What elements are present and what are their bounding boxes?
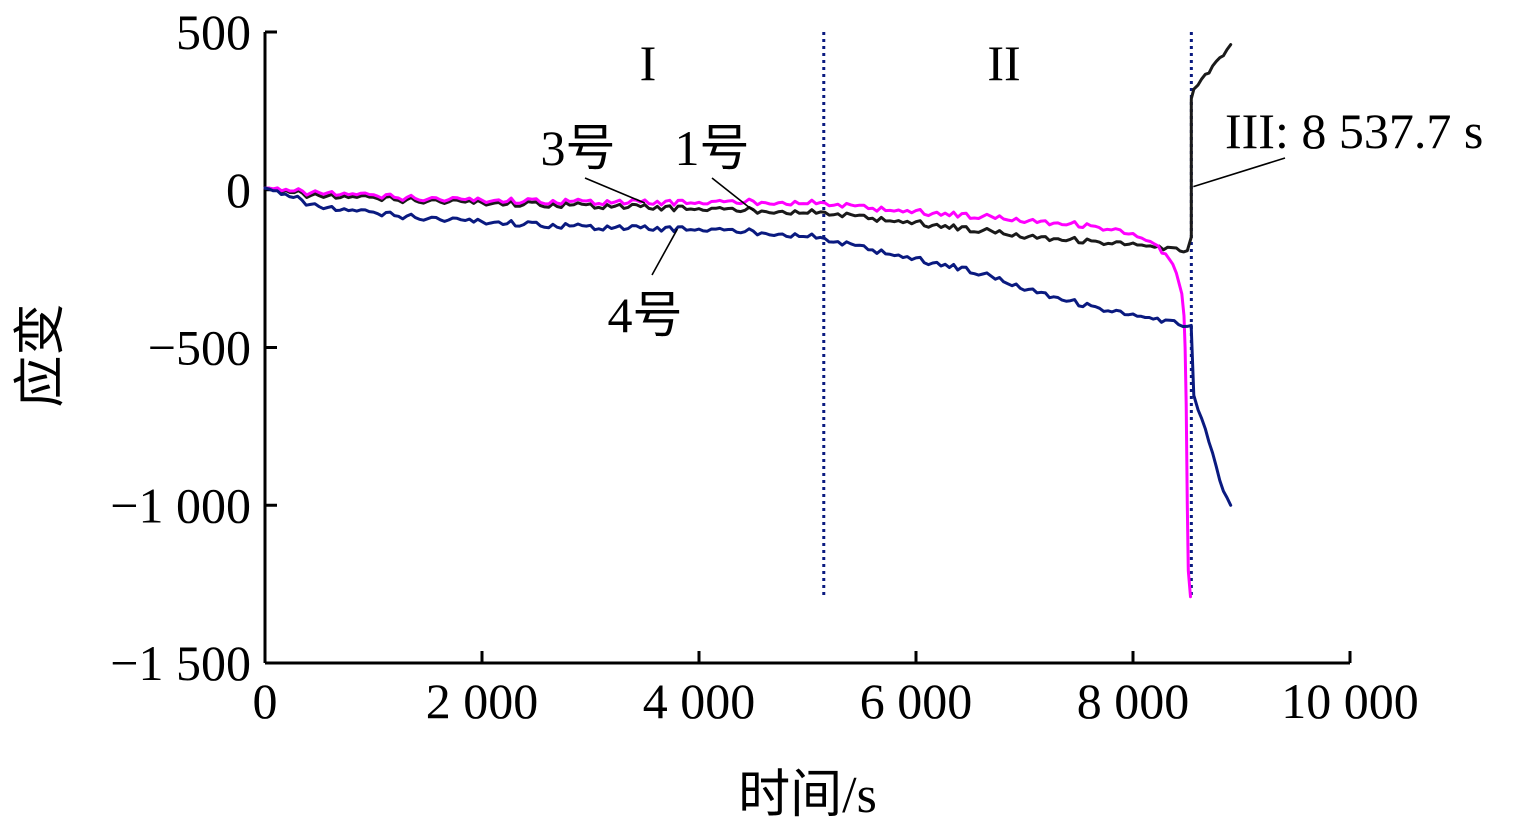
leader-line-1 [711, 177, 754, 212]
series-label-3: 3号 [541, 120, 616, 176]
x-tick-label: 6 000 [860, 673, 973, 729]
series-label-1: 1号 [675, 120, 750, 176]
x-axis-title: 时间/s [738, 767, 877, 824]
x-tick-label: 2 000 [426, 673, 539, 729]
x-tick-label: 4 000 [643, 673, 756, 729]
y-tick-label: −1 000 [110, 477, 251, 533]
x-tick-label: 0 [253, 673, 278, 729]
line-series_4 [263, 186, 1233, 507]
phase-label: I [640, 35, 657, 91]
series-label-4: 4号 [608, 287, 683, 343]
leader-line-III [1193, 157, 1286, 188]
y-tick-label: −1 500 [110, 635, 251, 691]
phase-label: II [987, 35, 1020, 91]
x-tick-label: 8 000 [1077, 673, 1190, 729]
y-axis-title: 应变 [13, 303, 70, 407]
line-series_3 [263, 186, 1192, 599]
y-tick-label: 500 [176, 4, 251, 60]
y-tick-label: 0 [226, 162, 251, 218]
x-tick-label: 10 000 [1281, 673, 1419, 729]
phase-III-label: III: 8 537.7 s [1225, 103, 1483, 159]
y-tick-label: −500 [148, 320, 251, 376]
leader-line-3 [584, 177, 646, 204]
leader-line-4 [651, 228, 679, 276]
